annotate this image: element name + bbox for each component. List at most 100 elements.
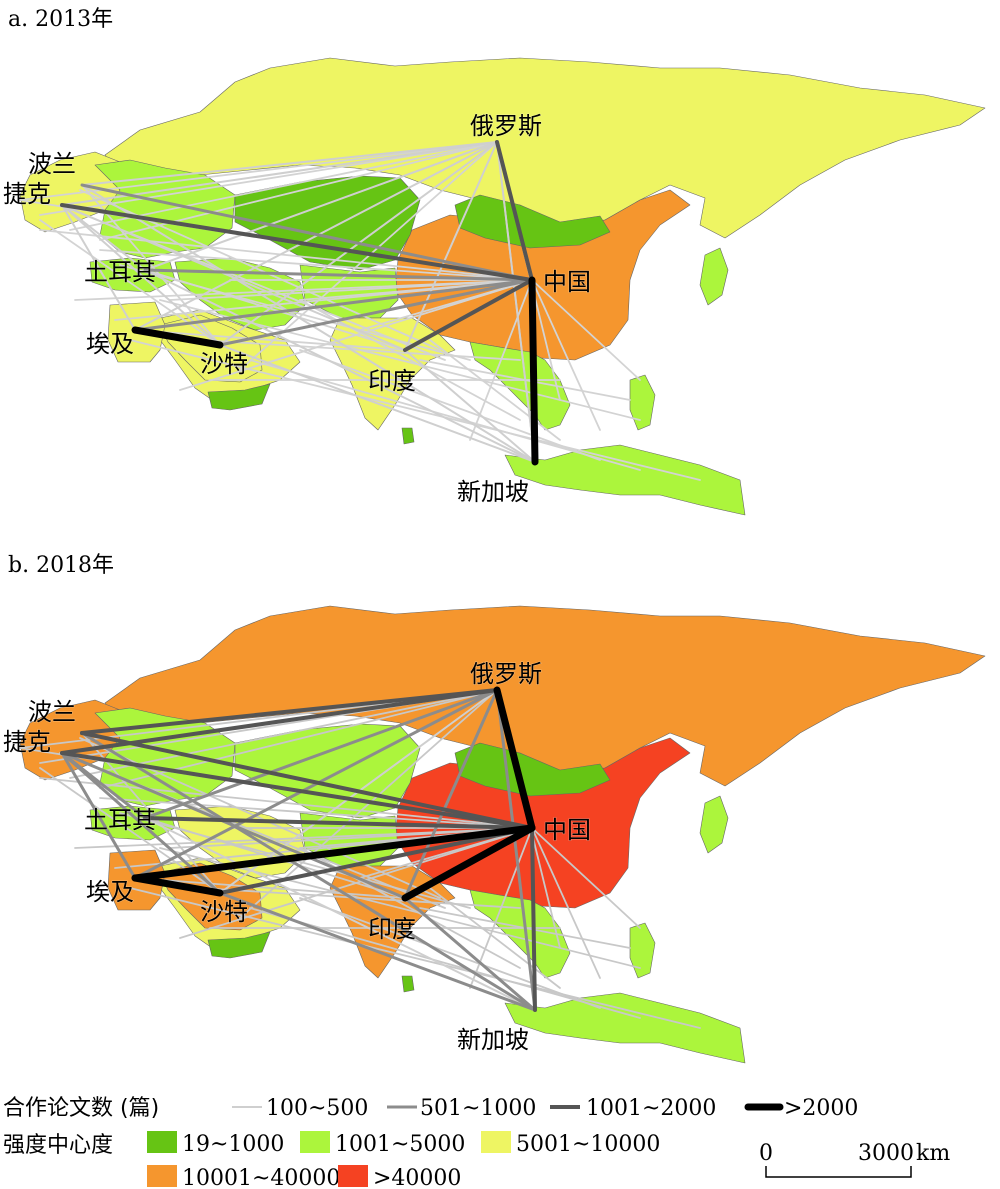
link-russia-singapore (495, 688, 537, 1012)
minor-link (39, 141, 498, 216)
legend-fill-swatch-4 (147, 1165, 177, 1187)
link-egypt-china (133, 278, 534, 332)
city-label-turkey: 土耳其 (84, 258, 156, 286)
link-saudi-singapore (218, 891, 537, 1012)
link-poland-china (80, 731, 534, 830)
legend-fill-swatch-5 (338, 1165, 368, 1187)
legend-line-title: 合作论文数 (篇) (3, 1096, 159, 1121)
link-poland-china (80, 183, 534, 282)
city-label-russia: 俄罗斯 (470, 660, 542, 688)
region-russia (104, 57, 986, 239)
link-saudi-singapore (219, 344, 536, 463)
legend-line-label-1: 100~500 (266, 1096, 368, 1121)
minor-link (359, 279, 533, 331)
minor-link (39, 777, 533, 829)
legend-fill-swatch-3 (481, 1131, 511, 1153)
link-poland-russia (80, 688, 499, 735)
link-turkey-singapore (144, 817, 536, 1011)
region-philippines (629, 374, 656, 431)
link-india-singapore (403, 896, 537, 1012)
legend-fill-label-3: 5001~10000 (516, 1132, 660, 1157)
city-label-czech: 捷克 (3, 728, 51, 756)
link-egypt-china (131, 824, 536, 882)
minor-link (429, 887, 561, 989)
legend-fill-label-4: 10001~40000 (182, 1166, 340, 1189)
minor-link (429, 339, 561, 441)
minor-link (39, 229, 533, 281)
panel-title-2018: b. 2018年 (8, 553, 114, 578)
city-label-egypt: 埃及 (86, 330, 134, 358)
scale-bar-line (765, 1166, 912, 1178)
link-czech-india (60, 751, 407, 900)
minor-link (299, 897, 601, 1009)
city-label-saudi: 沙特 (200, 350, 248, 378)
link-network (19, 140, 701, 481)
legend-line-label-2: 501~1000 (420, 1096, 536, 1121)
link-turkey-russia (143, 688, 499, 820)
panel-title-2013: a. 2013年 (8, 7, 113, 32)
minor-link (199, 887, 521, 909)
link-saudi-china (218, 278, 534, 347)
link-poland-singapore (81, 184, 536, 463)
region-yemen (207, 383, 271, 411)
region-russia (104, 605, 986, 787)
minor-link (144, 269, 406, 351)
link-turkey-russia (144, 141, 498, 271)
legend-line-label-4: >2000 (784, 1096, 858, 1121)
link-czech-china (60, 751, 534, 830)
region-mongolia (454, 742, 611, 797)
link-india-china (403, 278, 534, 352)
city-label-china: 中国 (543, 268, 591, 296)
city-label-poland: 波兰 (28, 698, 76, 726)
link-india-singapore (404, 349, 536, 463)
minor-link (129, 339, 701, 481)
minor-link (134, 329, 406, 351)
link-czech-russia (61, 141, 498, 206)
minor-link (469, 279, 533, 441)
scale-bar-unit: km (916, 1141, 950, 1166)
link-saudi-china (218, 826, 534, 895)
link-china-singapore (528, 276, 539, 466)
link-egypt-russia (134, 141, 498, 331)
minor-link (69, 689, 498, 779)
legend-fill-label-5: >40000 (373, 1166, 461, 1189)
link-poland-russia (81, 141, 498, 186)
link-china-singapore (530, 826, 537, 1012)
link-india-russia (403, 688, 499, 900)
city-label-india: 印度 (368, 915, 416, 943)
minor-link (531, 279, 641, 381)
region-philippines (629, 922, 656, 979)
city-label-russia: 俄罗斯 (470, 112, 542, 140)
minor-link (531, 827, 601, 979)
city-label-poland: 波兰 (28, 150, 76, 178)
legend-fill-label-2: 1001~5000 (335, 1132, 465, 1157)
city-label-turkey: 土耳其 (84, 806, 156, 834)
city-label-czech: 捷克 (3, 180, 51, 208)
legend-fill-title: 强度中心度 (3, 1133, 113, 1158)
link-turkey-china (143, 816, 534, 830)
city-label-china: 中国 (543, 816, 591, 844)
link-egypt-saudi (131, 874, 224, 897)
region-yemen (207, 931, 271, 959)
scale-bar-start: 0 (759, 1141, 773, 1166)
link-turkey-china (143, 268, 534, 282)
link-india-china (401, 824, 536, 902)
scale-bar-end: 3000 (858, 1141, 914, 1166)
city-label-egypt: 埃及 (86, 878, 134, 906)
link-czech-egypt (60, 751, 137, 880)
minor-link (199, 339, 521, 361)
region-japan (699, 247, 729, 306)
link-poland-singapore (80, 731, 537, 1012)
minor-link (299, 279, 533, 301)
minor-link (69, 141, 498, 231)
legend-fill-swatch-1 (147, 1131, 177, 1153)
city-label-saudi: 沙特 (200, 898, 248, 926)
link-russia-china (495, 140, 534, 282)
link-russia-singapore (496, 141, 536, 463)
region-indonesia (504, 444, 746, 516)
